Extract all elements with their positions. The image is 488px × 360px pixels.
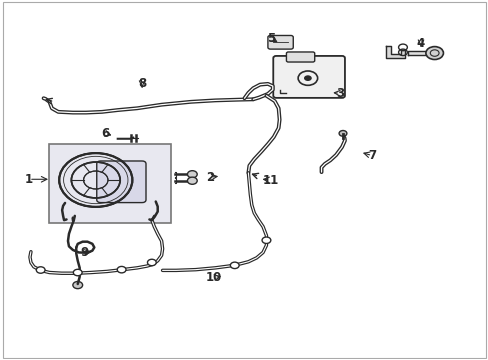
Text: 6: 6 xyxy=(101,127,109,140)
Text: 3: 3 xyxy=(335,87,344,100)
Text: 9: 9 xyxy=(80,246,88,259)
Circle shape xyxy=(73,269,82,276)
Circle shape xyxy=(425,46,443,59)
FancyBboxPatch shape xyxy=(267,36,293,49)
Circle shape xyxy=(36,267,45,273)
Circle shape xyxy=(262,237,270,243)
Text: 4: 4 xyxy=(416,36,424,50)
Text: 7: 7 xyxy=(367,149,376,162)
Polygon shape xyxy=(407,51,436,55)
Circle shape xyxy=(73,282,82,289)
Text: 8: 8 xyxy=(138,77,146,90)
Polygon shape xyxy=(385,45,405,58)
Circle shape xyxy=(117,266,126,273)
Text: 2: 2 xyxy=(206,171,214,184)
Text: 5: 5 xyxy=(266,32,275,45)
Circle shape xyxy=(147,259,156,266)
Text: 11: 11 xyxy=(262,174,278,186)
Circle shape xyxy=(230,262,239,269)
FancyBboxPatch shape xyxy=(286,52,314,62)
Circle shape xyxy=(187,177,197,184)
Text: 10: 10 xyxy=(206,271,222,284)
Circle shape xyxy=(338,131,346,136)
Circle shape xyxy=(187,171,197,178)
Circle shape xyxy=(304,75,311,81)
FancyBboxPatch shape xyxy=(97,161,146,203)
FancyBboxPatch shape xyxy=(273,56,344,98)
Text: 1: 1 xyxy=(25,173,33,186)
Bar xyxy=(49,144,171,223)
